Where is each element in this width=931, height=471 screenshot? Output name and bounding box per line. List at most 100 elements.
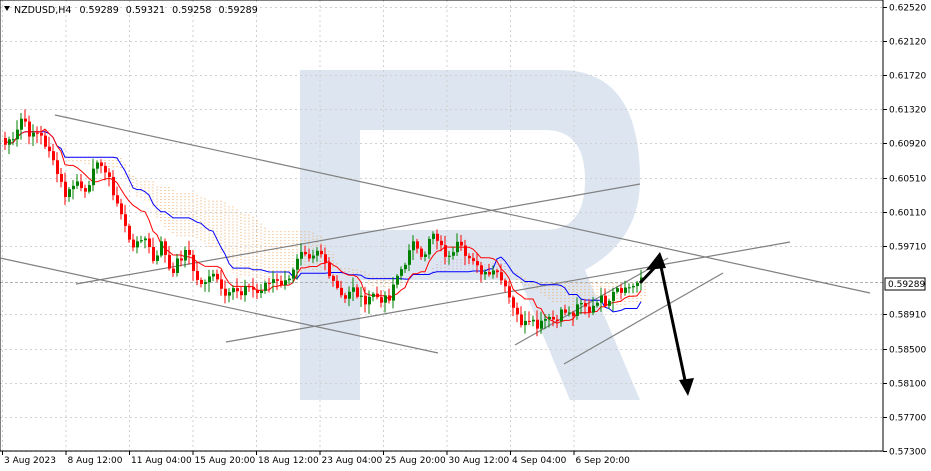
x-tick-label: 8 Aug 12:00 xyxy=(68,456,123,466)
candle-bear xyxy=(320,244,323,258)
candle-bear xyxy=(444,235,447,265)
candle-bear xyxy=(308,248,311,262)
candle-bull xyxy=(384,291,387,313)
candle-bear xyxy=(56,152,59,183)
svg-text:NZDUSD,H4 0.59289: NZDUSD,H4 0.59289 0.59321 0.59258 0.5928… xyxy=(14,5,258,16)
candle-bear xyxy=(416,238,419,254)
candle-bear xyxy=(248,283,251,292)
candle-bull xyxy=(244,279,247,302)
candle-bear xyxy=(488,263,491,277)
candle-bear xyxy=(84,184,87,198)
candle-bear xyxy=(220,269,223,296)
candle-bull xyxy=(8,136,11,155)
candle-bear xyxy=(420,246,423,260)
candle-bull xyxy=(600,287,603,312)
candle-bear xyxy=(556,314,559,329)
x-tick-label: 25 Aug 20:00 xyxy=(385,456,446,466)
candle-bull xyxy=(296,254,299,280)
candle-bear xyxy=(48,136,51,158)
candle-bear xyxy=(380,290,383,308)
y-tick-label: 0.61720 xyxy=(889,72,926,82)
y-tick-label: 0.58910 xyxy=(889,311,926,321)
y-tick-label: 0.62120 xyxy=(889,38,926,48)
candle-bear xyxy=(224,280,227,304)
candle-bear xyxy=(332,274,335,287)
candle-bear xyxy=(64,172,67,205)
candle-bull xyxy=(292,267,295,284)
candle-bear xyxy=(364,286,367,313)
candle-bull xyxy=(628,283,631,294)
candle-bear xyxy=(520,306,523,328)
candle-bear xyxy=(120,198,123,220)
candle-bull xyxy=(312,249,315,263)
high-value: 0.59321 xyxy=(126,5,165,16)
candle-bear xyxy=(52,143,55,166)
candle-bull xyxy=(596,299,599,308)
candle-bull xyxy=(368,290,371,314)
candle-bull xyxy=(72,180,75,200)
candle-bull xyxy=(424,251,427,262)
plot-frame xyxy=(0,0,884,452)
candle-bull xyxy=(140,235,143,244)
candle-bear xyxy=(104,162,107,181)
candle-bear xyxy=(40,125,43,145)
candle-bear xyxy=(516,302,519,323)
candle-bull xyxy=(184,246,187,268)
candle-bear xyxy=(496,268,499,278)
candle-bull xyxy=(136,236,139,254)
candle-bull xyxy=(352,277,355,301)
candle-bear xyxy=(436,229,439,250)
candle-bear xyxy=(512,295,515,317)
candle-bull xyxy=(212,269,215,282)
candle-bull xyxy=(348,286,351,307)
candle-bull xyxy=(288,274,291,285)
candle-bear xyxy=(588,299,591,318)
candle-bull xyxy=(228,288,231,303)
candle-bull xyxy=(404,262,407,274)
candle-bear xyxy=(128,223,131,243)
candle-bull xyxy=(20,113,23,140)
candle-bull xyxy=(76,174,79,189)
candle-bull xyxy=(612,287,615,312)
candle-bear xyxy=(508,280,511,304)
candle-bear xyxy=(80,173,83,192)
candle-bull xyxy=(316,247,319,262)
candle-bull xyxy=(544,314,547,330)
candle-bear xyxy=(536,310,539,337)
candle-bear xyxy=(256,283,259,300)
candle-bull xyxy=(68,187,71,202)
candle-bull xyxy=(144,236,147,249)
candle-bear xyxy=(36,126,39,144)
candle-bear xyxy=(116,186,119,207)
candle-bear xyxy=(180,250,183,267)
candle-bear xyxy=(476,252,479,273)
x-tick-label: 3 Aug 2023 xyxy=(4,456,56,466)
candle-bull xyxy=(176,253,179,277)
candle-bear xyxy=(200,277,203,288)
candle-bull xyxy=(592,296,595,316)
candle-bull xyxy=(392,277,395,309)
candle-bear xyxy=(356,284,359,299)
current-price-label: 0.59289 xyxy=(884,277,926,291)
candle-bear xyxy=(240,286,243,300)
candle-bear xyxy=(464,239,467,265)
candle-bear xyxy=(164,238,167,263)
candle-bear xyxy=(192,249,195,281)
candle-bear xyxy=(44,130,47,150)
candle-bear xyxy=(152,237,155,264)
y-tick-label: 0.57300 xyxy=(889,448,926,458)
candle-bull xyxy=(396,274,399,289)
candle-bull xyxy=(432,231,435,245)
candle-bear xyxy=(584,299,587,315)
candle-bear xyxy=(4,131,7,151)
candle-bear xyxy=(344,292,347,304)
candle-bull xyxy=(204,279,207,292)
candle-bear xyxy=(324,247,327,271)
channel-line-lower xyxy=(563,272,724,365)
candle-bull xyxy=(260,284,263,298)
tenkan-sen-line xyxy=(4,128,642,324)
candle-bear xyxy=(216,269,219,283)
candle-bear xyxy=(528,311,531,326)
candle-bear xyxy=(328,257,331,279)
candle-bull xyxy=(360,286,363,308)
